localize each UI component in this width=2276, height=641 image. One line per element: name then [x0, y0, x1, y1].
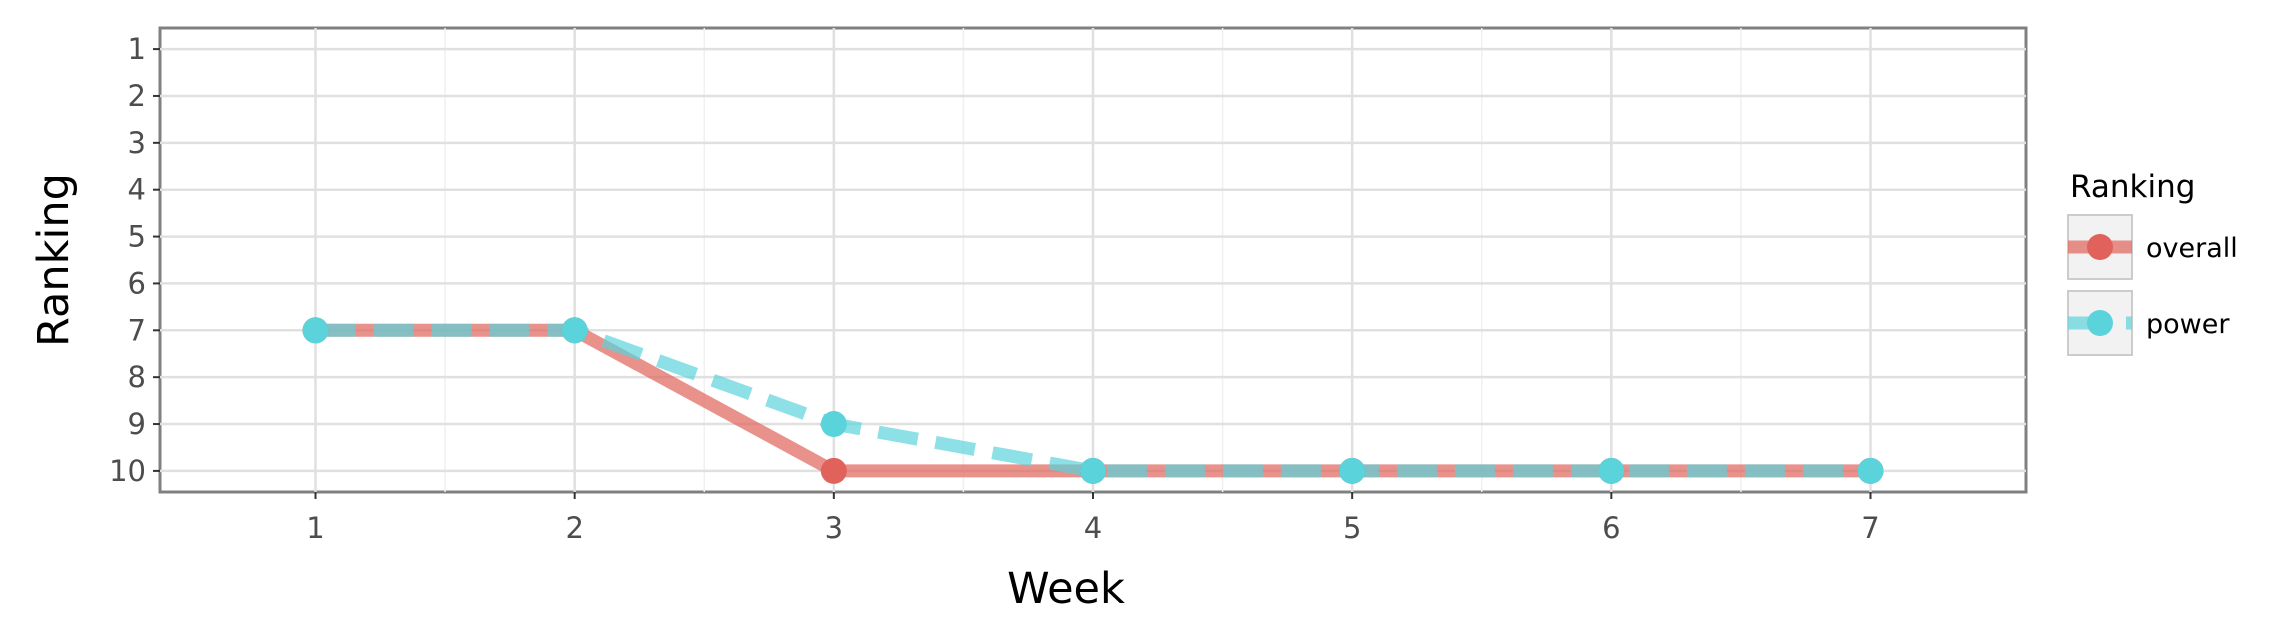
point-power	[1598, 457, 1625, 484]
y-tick-label: 7	[128, 313, 146, 347]
legend-item-power: power	[2067, 290, 2230, 356]
series-layer	[302, 317, 1884, 484]
legend-items: overall power	[2067, 214, 2238, 356]
point-power	[1339, 457, 1366, 484]
point-power	[302, 317, 329, 344]
y-tick-label: 6	[128, 266, 146, 300]
y-tick-label: 5	[128, 220, 146, 254]
x-tick-label: 6	[1602, 511, 1620, 545]
y-axis: 1 2 3 4 5 6 7 8 9 10	[109, 32, 160, 488]
x-tick-label: 3	[825, 511, 843, 545]
grid	[160, 28, 2026, 492]
x-axis-title: Week	[1007, 564, 1125, 614]
y-tick-label: 2	[128, 79, 146, 113]
legend-key-point	[2087, 234, 2113, 260]
legend-key-point	[2087, 310, 2113, 336]
point-power	[561, 317, 588, 344]
y-tick-label: 9	[128, 407, 146, 441]
x-tick-label: 4	[1084, 511, 1102, 545]
y-axis-title: Ranking	[29, 173, 79, 347]
legend: Ranking overall power	[2067, 169, 2238, 356]
y-tick-label: 1	[128, 32, 146, 66]
y-tick-label: 8	[128, 360, 146, 394]
x-tick-label: 1	[306, 511, 324, 545]
y-tick-label: 4	[128, 173, 146, 207]
point-power	[1857, 457, 1884, 484]
legend-label: power	[2146, 309, 2230, 340]
point-power	[820, 411, 847, 438]
y-tick-label: 10	[109, 454, 146, 488]
point-overall	[820, 457, 847, 484]
legend-label: overall	[2146, 233, 2238, 264]
legend-item-overall: overall	[2067, 214, 2238, 280]
x-tick-label: 7	[1861, 511, 1879, 545]
x-tick-label: 5	[1343, 511, 1361, 545]
x-axis: 1 2 3 4 5 6 7	[306, 492, 1880, 545]
legend-title: Ranking	[2070, 169, 2195, 205]
point-power	[1080, 457, 1106, 484]
y-tick-label: 3	[128, 126, 146, 160]
x-tick-label: 2	[565, 511, 583, 545]
